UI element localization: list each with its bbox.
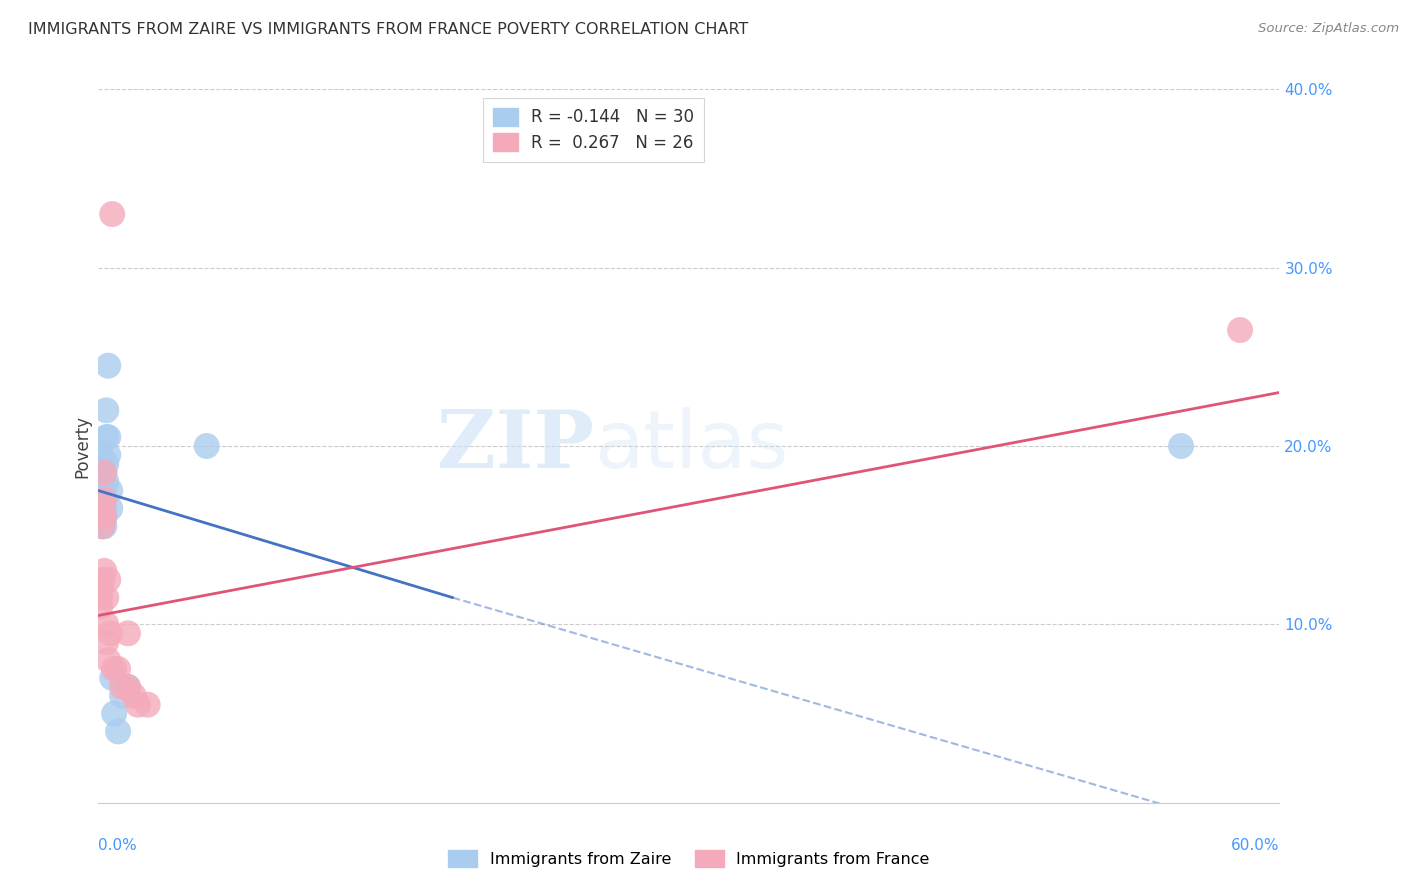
Point xyxy=(98,501,121,516)
Point xyxy=(96,403,118,417)
Text: IMMIGRANTS FROM ZAIRE VS IMMIGRANTS FROM FRANCE POVERTY CORRELATION CHART: IMMIGRANTS FROM ZAIRE VS IMMIGRANTS FROM… xyxy=(28,22,748,37)
Point xyxy=(97,653,120,667)
Point xyxy=(97,448,120,462)
Point xyxy=(107,724,129,739)
Point xyxy=(98,626,121,640)
Point xyxy=(89,591,111,605)
Y-axis label: Poverty: Poverty xyxy=(73,415,91,477)
Point xyxy=(91,501,114,516)
Point xyxy=(117,680,139,694)
Point xyxy=(103,706,125,721)
Point xyxy=(117,680,139,694)
Point xyxy=(107,662,129,676)
Text: atlas: atlas xyxy=(595,407,789,485)
Point xyxy=(91,519,114,533)
Point xyxy=(91,573,114,587)
Point xyxy=(93,501,115,516)
Point xyxy=(117,626,139,640)
Text: Source: ZipAtlas.com: Source: ZipAtlas.com xyxy=(1258,22,1399,36)
Point xyxy=(91,483,114,498)
Point xyxy=(93,510,115,524)
Point xyxy=(96,475,118,489)
Point xyxy=(127,698,149,712)
Text: ZIP: ZIP xyxy=(437,407,595,485)
Point xyxy=(195,439,218,453)
Point xyxy=(101,671,124,685)
Point xyxy=(136,698,159,712)
Point xyxy=(93,492,115,507)
Point xyxy=(93,466,115,480)
Point xyxy=(96,457,118,471)
Point xyxy=(97,430,120,444)
Point xyxy=(96,635,118,649)
Point xyxy=(1229,323,1251,337)
Point xyxy=(93,510,115,524)
Point xyxy=(89,501,111,516)
Point xyxy=(97,573,120,587)
Point xyxy=(91,510,114,524)
Point xyxy=(97,359,120,373)
Point xyxy=(122,689,145,703)
Point xyxy=(103,662,125,676)
Point xyxy=(96,430,118,444)
Point xyxy=(93,466,115,480)
Point xyxy=(89,448,111,462)
Point xyxy=(93,564,115,578)
Point xyxy=(98,483,121,498)
Point xyxy=(89,599,111,614)
Point xyxy=(91,457,114,471)
Point xyxy=(89,582,111,596)
Legend: Immigrants from Zaire, Immigrants from France: Immigrants from Zaire, Immigrants from F… xyxy=(440,842,938,875)
Point xyxy=(101,207,124,221)
Point xyxy=(96,617,118,632)
Point xyxy=(93,519,115,533)
Point xyxy=(91,519,114,533)
Legend: R = -0.144   N = 30, R =  0.267   N = 26: R = -0.144 N = 30, R = 0.267 N = 26 xyxy=(482,97,704,161)
Point xyxy=(91,501,114,516)
Text: 0.0%: 0.0% xyxy=(98,838,138,854)
Point xyxy=(96,591,118,605)
Point xyxy=(93,492,115,507)
Point xyxy=(111,680,134,694)
Point xyxy=(111,689,134,703)
Point xyxy=(89,483,111,498)
Text: 60.0%: 60.0% xyxy=(1232,838,1279,854)
Point xyxy=(1170,439,1192,453)
Point xyxy=(93,483,115,498)
